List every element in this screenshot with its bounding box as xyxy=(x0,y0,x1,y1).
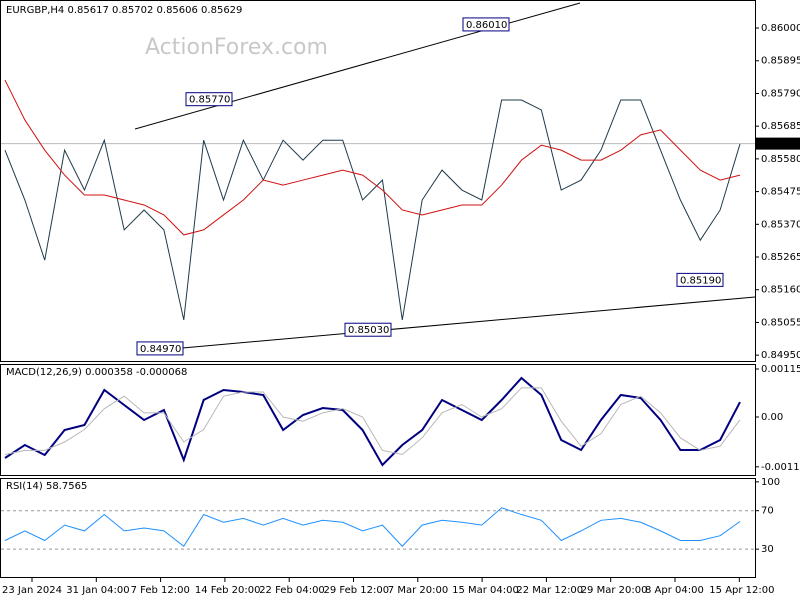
rsi-title: RSI(14) 58.7565 xyxy=(6,481,87,492)
macd-title: MACD(12,26,9) 0.000358 -0.000068 xyxy=(6,367,187,378)
price-marker-label: 0.84970 xyxy=(140,344,181,355)
series-line xyxy=(4,387,741,456)
y-tick-label: 0.85160 xyxy=(761,285,800,296)
price-panel xyxy=(0,0,756,362)
x-tick-label: 22 Mar 12:00 xyxy=(516,585,583,596)
y-tick-label: 0.00 xyxy=(761,412,783,423)
x-tick-label: 14 Feb 20:00 xyxy=(195,585,261,596)
x-tick-label: 22 Feb 04:00 xyxy=(259,585,325,596)
x-tick-label: 15 Mar 04:00 xyxy=(452,585,519,596)
y-tick-label: 0.85895 xyxy=(761,56,800,67)
series-line xyxy=(4,99,741,321)
price-marker-label: 0.86010 xyxy=(466,20,507,31)
price-title: EURGBP,H4 0.85617 0.85702 0.85606 0.8562… xyxy=(6,5,242,16)
y-tick-label: 0.85790 xyxy=(761,88,800,99)
price-marker-box xyxy=(136,341,184,356)
price-marker-label: 0.85190 xyxy=(680,275,721,286)
last-price-label: 0.85629 xyxy=(759,139,800,150)
trend-line xyxy=(134,2,581,130)
series-line xyxy=(4,79,741,236)
price-marker-box xyxy=(185,92,233,107)
x-tick-label: 29 Mar 20:00 xyxy=(581,585,648,596)
y-tick-label: 0.85475 xyxy=(761,187,800,198)
price-marker-box xyxy=(462,17,510,32)
x-tick-label: 29 Feb 12:00 xyxy=(324,585,390,596)
y-tick-label: 0.001152 xyxy=(761,364,800,375)
y-tick-label: 70 xyxy=(761,506,774,517)
x-tick-label: 7 Mar 20:00 xyxy=(388,585,448,596)
series-line xyxy=(4,507,741,548)
x-tick-label: 8 Apr 04:00 xyxy=(645,585,704,596)
macd-panel xyxy=(0,364,756,476)
price-marker-box xyxy=(344,322,392,337)
rsi-panel xyxy=(0,478,756,578)
y-tick-label: 0.85265 xyxy=(761,252,800,263)
x-tick-label: 31 Jan 04:00 xyxy=(66,585,129,596)
price-marker-box xyxy=(676,272,724,287)
y-tick-label: 0.85685 xyxy=(761,121,800,132)
y-tick-label: -0.001196 xyxy=(761,462,800,473)
last-price-box xyxy=(756,137,800,150)
y-tick-label: 0.85370 xyxy=(761,219,800,230)
y-tick-label: 30 xyxy=(761,544,774,555)
y-tick-label: 100 xyxy=(761,477,780,488)
price-marker-label: 0.85770 xyxy=(189,95,230,106)
y-tick-label: 0.85055 xyxy=(761,317,800,328)
watermark: ActionForex.com xyxy=(145,35,328,60)
y-tick-label: 0.86000 xyxy=(761,23,800,34)
x-tick-label: 23 Jan 2024 xyxy=(2,585,62,596)
x-tick-label: 7 Feb 12:00 xyxy=(131,585,190,596)
y-tick-label: 0.85580 xyxy=(761,154,800,165)
y-tick-label: 0.84950 xyxy=(761,350,800,361)
trend-line xyxy=(159,296,756,351)
price-marker-label: 0.85030 xyxy=(348,325,389,336)
series-line xyxy=(4,376,741,467)
x-tick-label: 15 Apr 12:00 xyxy=(709,585,774,596)
